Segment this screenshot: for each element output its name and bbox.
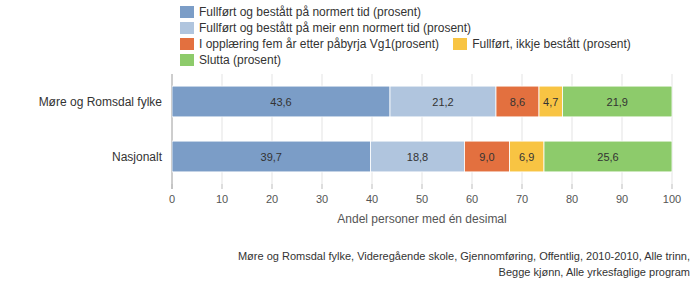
tick-mark [422, 184, 423, 189]
tick-label: 90 [616, 193, 628, 205]
bar-segment [544, 141, 672, 172]
legend: Fullført og bestått på normert tid (pros… [180, 4, 695, 68]
data-label: 8,6 [510, 96, 525, 108]
bar-segment [496, 86, 539, 117]
tick-label: 20 [266, 193, 278, 205]
tick-mark [222, 184, 223, 189]
legend-swatch [453, 38, 467, 50]
tick-label: 60 [466, 193, 478, 205]
bar-segment [172, 141, 371, 172]
category-label: Møre og Romsdal fylke [39, 95, 163, 109]
data-label: 4,7 [543, 96, 558, 108]
data-label: 21,2 [432, 96, 453, 108]
axis-label: Andel personer med én desimal [337, 212, 506, 226]
tick-label: 30 [316, 193, 328, 205]
legend-item: Slutta (prosent) [180, 52, 281, 68]
bar-segment [510, 141, 545, 172]
legend-swatch [180, 6, 194, 18]
tick-mark [522, 184, 523, 189]
data-label: 25,6 [597, 151, 618, 163]
tick-label: 0 [169, 193, 175, 205]
bar-segment [539, 86, 563, 117]
legend-swatch [180, 38, 194, 50]
legend-swatch [180, 54, 194, 66]
tick-mark [272, 184, 273, 189]
tick-mark [622, 184, 623, 189]
tick-label: 80 [566, 193, 578, 205]
tick-mark [372, 184, 373, 189]
data-label: 9,0 [479, 151, 494, 163]
legend-item: Fullført og bestått på meir enn normert … [180, 20, 471, 36]
tick-mark [572, 184, 573, 189]
bar-segment [172, 86, 390, 117]
caption: Møre og Romsdal fylke, Videregående skol… [220, 248, 690, 280]
bar-segment [390, 86, 496, 117]
legend-item: Fullført og bestått på normert tid (pros… [180, 4, 421, 20]
category-label: Nasjonalt [112, 150, 163, 164]
data-label: 18,8 [407, 151, 428, 163]
chart: 0 10 20 30 40 50 60 70 80 90 100 Andel personer med… [0, 0, 700, 288]
legend-item: Fullført, ikkje bestått (prosent) [453, 36, 631, 52]
tick-label: 70 [516, 193, 528, 205]
data-label: 6,9 [519, 151, 534, 163]
tick-mark [472, 184, 473, 189]
legend-item: I opplæring fem år etter påbyrja Vg1(pro… [180, 36, 439, 52]
legend-label: I opplæring fem år etter påbyrja Vg1(pro… [199, 36, 439, 52]
data-label: 43,6 [270, 96, 291, 108]
data-labels: 43,6 21,2 8,6 4,7 21,9 39,7 18,8 9,0 6,9 25,6 [261, 96, 628, 163]
bar-segment [563, 86, 673, 117]
tick-mark [672, 184, 673, 189]
bar-segment [465, 141, 510, 172]
data-label: 39,7 [261, 151, 282, 163]
data-label: 21,9 [607, 96, 628, 108]
tick-label: 10 [216, 193, 228, 205]
bars [172, 86, 672, 172]
bar-segment [371, 141, 465, 172]
tick-mark [322, 184, 323, 189]
tick-label: 50 [416, 193, 428, 205]
legend-label: Fullført, ikkje bestått (prosent) [472, 36, 631, 52]
tick-label: 40 [366, 193, 378, 205]
tick-label: 100 [663, 193, 681, 205]
legend-label: Fullført og bestått på meir enn normert … [199, 20, 471, 36]
legend-label: Slutta (prosent) [199, 52, 281, 68]
legend-swatch [180, 22, 194, 34]
legend-label: Fullført og bestått på normert tid (pros… [199, 4, 421, 20]
